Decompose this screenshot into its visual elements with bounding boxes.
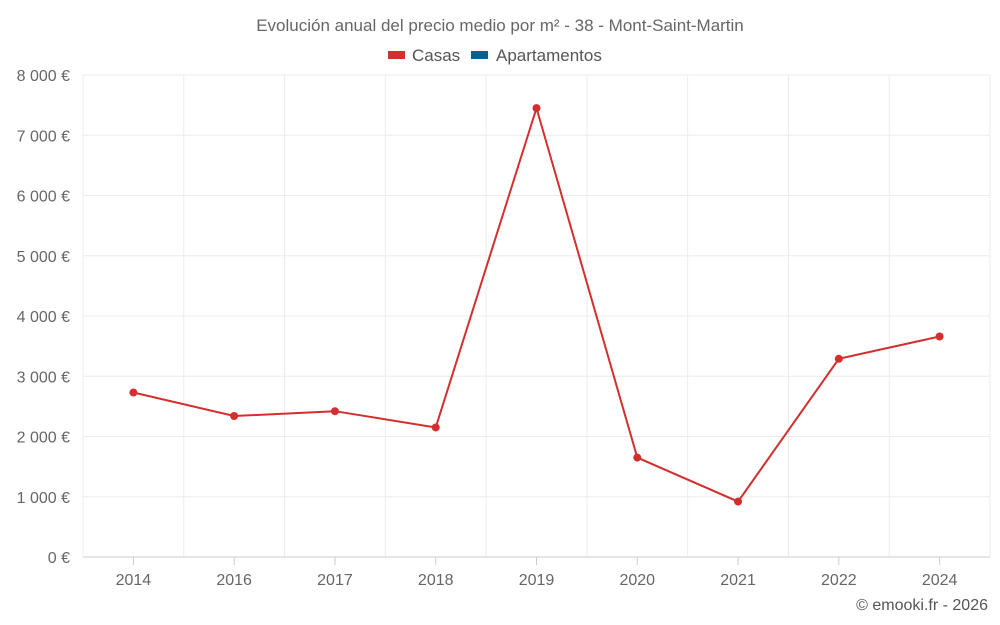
x-tick-label: 2019 [519, 572, 555, 589]
x-tick-label: 2022 [821, 572, 857, 589]
data-point-casas[interactable] [834, 354, 843, 363]
legend-swatch-apartamentos[interactable] [471, 51, 488, 59]
data-point-casas[interactable] [230, 412, 239, 421]
plot-area [129, 104, 944, 506]
x-tick-label: 2018 [418, 572, 454, 589]
data-point-casas[interactable] [734, 497, 743, 506]
legend: Casas Apartamentos [388, 46, 602, 65]
x-axis: 2014 2016 2017 2018 2019 2020 2021 2022 2024 [116, 557, 958, 589]
x-tick-label: 2021 [720, 572, 756, 589]
y-tick-label: 2 000 € [17, 430, 70, 447]
x-tick-label: 2014 [116, 572, 152, 589]
y-tick-label: 3 000 € [17, 369, 70, 386]
y-tick-label: 8 000 € [17, 68, 70, 85]
data-point-casas[interactable] [431, 423, 440, 432]
y-tick-label: 7 000 € [17, 128, 70, 145]
legend-label-apartamentos[interactable]: Apartamentos [496, 46, 602, 65]
y-axis: 0 € 1 000 € 2 000 € 3 000 € 4 000 € 5 000 € 6 … [17, 68, 70, 567]
data-point-casas[interactable] [532, 104, 541, 113]
credit-text: © emooki.fr - 2026 [856, 597, 988, 614]
y-tick-label: 6 000 € [17, 189, 70, 206]
y-tick-label: 1 000 € [17, 490, 70, 507]
legend-swatch-casas[interactable] [388, 51, 405, 59]
legend-label-casas[interactable]: Casas [412, 46, 460, 65]
chart-title: Evolución anual del precio medio por m² … [256, 16, 744, 35]
y-tick-label: 5 000 € [17, 249, 70, 266]
x-tick-label: 2024 [922, 572, 958, 589]
grid [82, 74, 991, 558]
data-point-casas[interactable] [129, 388, 138, 397]
x-tick-label: 2020 [619, 572, 655, 589]
data-point-casas[interactable] [633, 453, 642, 462]
y-tick-label: 4 000 € [17, 309, 70, 326]
x-tick-label: 2017 [317, 572, 353, 589]
y-tick-label: 0 € [48, 550, 70, 567]
series-line-casas [133, 104, 940, 503]
data-point-casas[interactable] [330, 407, 339, 416]
x-tick-label: 2016 [216, 572, 252, 589]
data-point-casas[interactable] [935, 332, 944, 341]
